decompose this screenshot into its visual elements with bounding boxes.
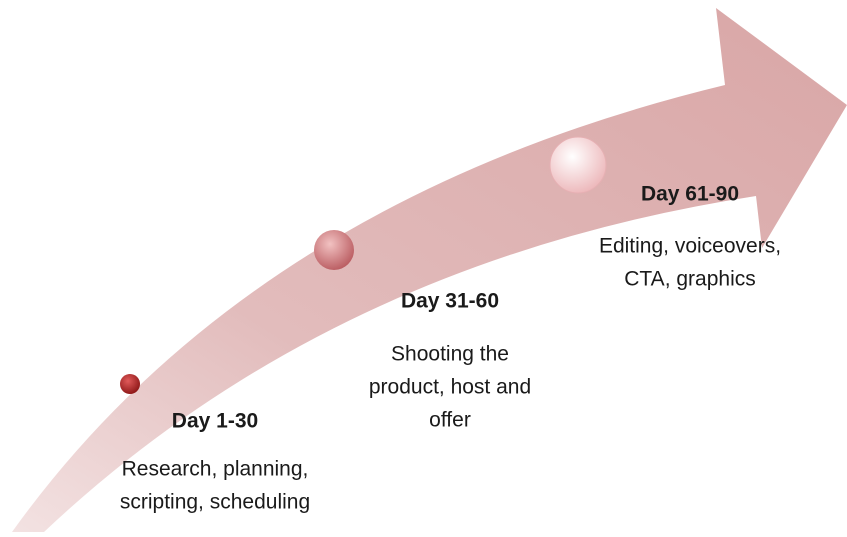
step-description: Editing, voiceovers, (599, 235, 781, 258)
step-description: CTA, graphics (624, 268, 756, 291)
step-title: Day 1-30 (172, 410, 258, 433)
step-description: Shooting the (391, 343, 509, 366)
step-description: offer (429, 409, 471, 432)
step-description: product, host and (369, 376, 531, 399)
step-title: Day 61-90 (641, 183, 739, 206)
step-title: Day 31-60 (401, 290, 499, 313)
curved-arrow (12, 8, 847, 532)
step-description: scripting, scheduling (120, 491, 310, 514)
milestone-dot (549, 136, 607, 194)
labels: Day 1-30 Research, planning, scripting, sc… (120, 183, 781, 514)
step-description: Research, planning, (122, 458, 309, 481)
milestone-dot (120, 374, 140, 394)
milestone-dot (314, 230, 354, 270)
